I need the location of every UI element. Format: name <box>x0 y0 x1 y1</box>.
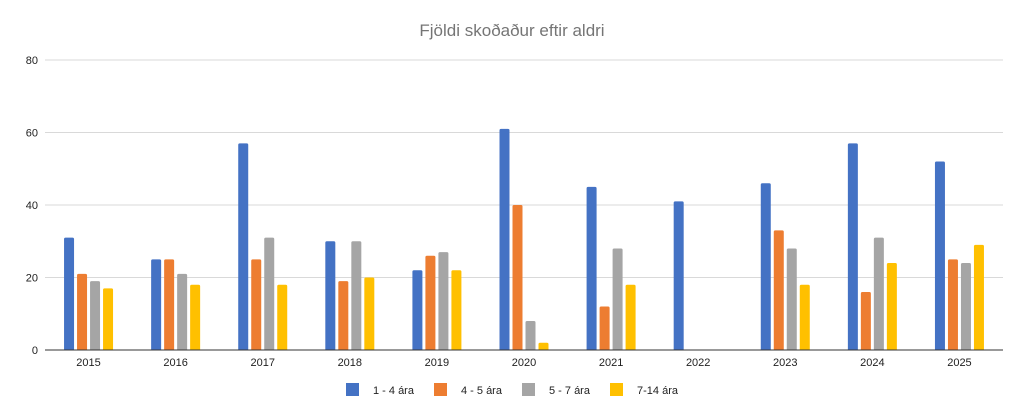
bar-2017-series-0 <box>238 143 249 350</box>
bar-2019-series-0 <box>412 270 423 350</box>
bar-2021-series-1 <box>599 306 610 350</box>
legend-swatch <box>610 383 623 396</box>
legend-item: 1 - 4 ára <box>346 383 415 397</box>
bar-2017-series-1 <box>251 259 262 350</box>
bar-2024-series-2 <box>873 237 884 350</box>
bar-2018-series-3 <box>364 277 375 350</box>
bar-2015-series-2 <box>90 281 101 350</box>
legend-swatch <box>346 383 359 396</box>
bar-2017-series-3 <box>277 284 288 350</box>
bar-2021-series-2 <box>612 248 623 350</box>
x-axis-ticks: 2015 2016 2017 2018 2019 2020 2021 2022 2023 2024… <box>76 357 971 369</box>
legend-swatch <box>434 383 447 396</box>
bar-2020-series-3 <box>538 342 549 350</box>
x-tick-label: 2018 <box>338 357 362 369</box>
bar-2024-series-3 <box>886 263 897 350</box>
bar-2025-series-0 <box>934 161 945 350</box>
bar-2025-series-2 <box>960 263 971 350</box>
bar-2021-series-0 <box>586 186 597 350</box>
x-tick-label: 2019 <box>425 357 449 369</box>
x-tick-label: 2017 <box>250 357 274 369</box>
legend-item: 7-14 ára <box>610 383 679 397</box>
legend: 1 - 4 ára 4 - 5 ára 5 - 7 ára 7-14 ára <box>346 383 679 397</box>
bar-2024-series-1 <box>860 292 871 350</box>
bar-2019-series-3 <box>451 270 462 350</box>
x-tick-label: 2022 <box>686 357 710 369</box>
bar-2020-series-0 <box>499 128 510 350</box>
x-tick-label: 2023 <box>773 357 797 369</box>
y-tick-label: 80 <box>26 55 38 67</box>
legend-label: 4 - 5 ára <box>461 385 503 397</box>
legend-label: 5 - 7 ára <box>549 385 591 397</box>
x-tick-label: 2020 <box>512 357 536 369</box>
bar-2025-series-3 <box>973 244 984 350</box>
bar-2017-series-2 <box>264 237 275 350</box>
bar-2023-series-2 <box>786 248 797 350</box>
x-tick-label: 2015 <box>76 357 100 369</box>
x-tick-label: 2016 <box>163 357 187 369</box>
bar-2016-series-1 <box>164 259 175 350</box>
chart-title: Fjöldi skoðaður eftir aldri <box>419 21 604 40</box>
bar-2019-series-2 <box>438 252 449 350</box>
bar-2024-series-0 <box>847 143 858 350</box>
bar-2016-series-3 <box>190 284 201 350</box>
bar-2023-series-3 <box>799 284 810 350</box>
bar-2018-series-1 <box>338 281 349 350</box>
legend-label: 7-14 ára <box>637 385 679 397</box>
bar-2023-series-0 <box>760 183 771 350</box>
bar-2023-series-1 <box>773 230 784 350</box>
legend-label: 1 - 4 ára <box>373 385 415 397</box>
bar-2019-series-1 <box>425 255 436 350</box>
legend-item: 5 - 7 ára <box>522 383 591 397</box>
bar-2015-series-1 <box>77 273 88 350</box>
bar-2025-series-1 <box>947 259 958 350</box>
bar-2015-series-0 <box>64 237 75 350</box>
bar-2021-series-3 <box>625 284 636 350</box>
gridlines <box>45 59 1003 278</box>
y-tick-label: 40 <box>26 200 38 212</box>
x-tick-label: 2024 <box>860 357 884 369</box>
bar-2018-series-2 <box>351 241 362 350</box>
bar-2022-series-0 <box>673 201 684 350</box>
bar-2016-series-0 <box>151 259 162 350</box>
bar-2018-series-0 <box>325 241 336 350</box>
legend-item: 4 - 5 ára <box>434 383 503 397</box>
bar-2020-series-1 <box>512 205 523 350</box>
bars <box>64 128 984 350</box>
legend-swatch <box>522 383 535 396</box>
y-tick-label: 0 <box>32 345 38 357</box>
y-axis-ticks: 0 20 40 60 80 <box>26 55 38 357</box>
y-tick-label: 60 <box>26 128 38 140</box>
bar-2015-series-3 <box>103 288 114 350</box>
x-tick-label: 2021 <box>599 357 623 369</box>
x-tick-label: 2025 <box>947 357 971 369</box>
bar-2020-series-2 <box>525 321 536 350</box>
y-tick-label: 20 <box>26 273 38 285</box>
bar-2016-series-2 <box>177 273 188 350</box>
